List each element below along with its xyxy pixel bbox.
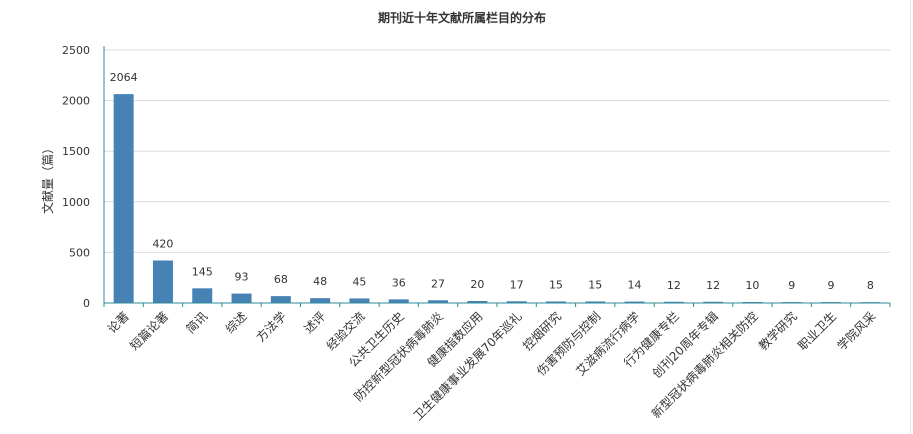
y-tick-label: 0 [83, 297, 90, 310]
data-label: 68 [274, 273, 288, 286]
data-label: 12 [706, 279, 720, 292]
bar [270, 296, 291, 303]
data-label: 9 [828, 279, 835, 292]
bar [545, 301, 566, 303]
bars [113, 94, 881, 303]
chart-title: 期刊近十年文献所属栏目的分布 [378, 10, 546, 25]
y-tick-label: 2500 [62, 44, 90, 57]
data-label: 8 [867, 279, 874, 292]
data-label: 17 [510, 278, 524, 291]
data-label: 420 [152, 237, 173, 250]
y-tick-label: 1000 [62, 196, 90, 209]
bar [113, 94, 134, 303]
y-tick-label: 2000 [62, 95, 90, 108]
data-label: 45 [352, 275, 366, 288]
data-label: 15 [549, 278, 563, 291]
data-label: 2064 [110, 71, 138, 84]
bar [152, 260, 173, 303]
bar [467, 300, 488, 303]
bar [192, 288, 213, 303]
x-tick-label: 简讯 [183, 309, 210, 336]
x-tick-label: 教学研究 [755, 309, 800, 354]
bar [506, 301, 527, 303]
data-label: 12 [667, 279, 681, 292]
x-tick-label: 方法学 [253, 309, 289, 345]
x-tick-label: 述评 [301, 309, 328, 336]
data-label: 48 [313, 275, 327, 288]
data-label: 145 [192, 265, 213, 278]
bar [624, 301, 645, 303]
bar [585, 301, 606, 303]
x-tick-label: 综述 [223, 309, 250, 336]
bar [349, 298, 370, 303]
bar [388, 299, 409, 303]
bar [703, 301, 724, 303]
x-tick-label: 论著 [105, 309, 132, 336]
data-labels: 2064 420 145 93 68 48 45 36 27 20 17 15 15 14 12 12 10 9 9… [110, 71, 874, 292]
data-label: 14 [628, 279, 642, 292]
x-tick-label: 短篇论著 [127, 309, 172, 354]
data-label: 15 [588, 278, 602, 291]
panel-border [910, 0, 911, 434]
x-tick-label: 创刊20周年专辑 [649, 309, 721, 381]
y-tick-label: 500 [69, 246, 90, 259]
data-label: 10 [745, 279, 759, 292]
bar [663, 301, 684, 303]
data-label: 20 [470, 278, 484, 291]
x-tick-label: 职业卫生 [795, 309, 839, 353]
data-label: 93 [235, 271, 249, 284]
y-axis-title: 文献量（篇） [40, 142, 55, 214]
data-label: 36 [392, 276, 406, 289]
bar [310, 298, 331, 303]
bar [231, 293, 252, 303]
data-label: 27 [431, 277, 445, 290]
y-tick-label: 1500 [62, 145, 90, 158]
grid-lines [104, 49, 890, 253]
bar [742, 301, 763, 303]
bar [428, 300, 449, 303]
x-tick-label: 学院风采 [834, 309, 879, 354]
data-label: 9 [788, 279, 795, 292]
